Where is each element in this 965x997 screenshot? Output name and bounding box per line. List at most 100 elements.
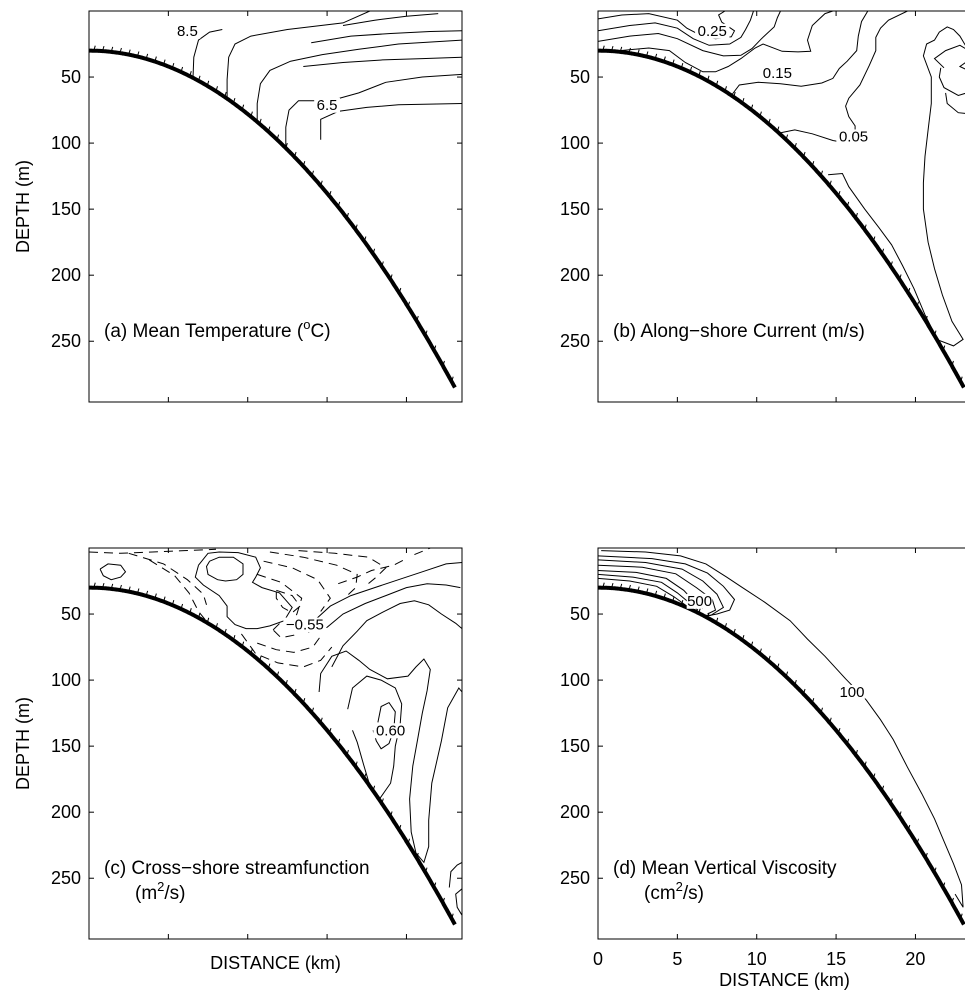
- bottom-hatch: [715, 617, 719, 623]
- bottom-hatch: [189, 71, 192, 77]
- bottom-hatch: [707, 612, 710, 618]
- contour-line: [226, 11, 371, 99]
- bottom-hatch: [890, 798, 893, 804]
- bottom-hatch: [328, 191, 332, 197]
- contour-line-negative: [128, 552, 207, 605]
- bottom-hatch: [750, 641, 754, 647]
- bottom-hatch: [398, 287, 402, 294]
- bottom-hatch: [680, 62, 684, 69]
- bottom-hatch: [198, 75, 201, 81]
- bottom-hatch: [934, 867, 937, 873]
- bottom-hatch: [907, 287, 911, 294]
- contour-label: 0.25: [698, 23, 727, 40]
- y-tick-label: 250: [560, 868, 590, 888]
- bottom-hatch: [241, 104, 245, 110]
- contour-label-bg: [839, 684, 865, 700]
- bottom-hatch: [837, 191, 841, 197]
- bottom-hatch: [433, 345, 437, 351]
- bottom-hatch: [855, 749, 858, 756]
- bottom-hatch: [145, 53, 149, 59]
- y-tick-label: 150: [560, 736, 590, 756]
- bottom-hatch: [224, 91, 227, 98]
- contour-group: [89, 11, 462, 389]
- contour-line: [256, 39, 462, 122]
- bottom-hatch: [628, 584, 631, 591]
- bottom-hatch: [276, 134, 280, 140]
- y-tick-label: 100: [560, 670, 590, 690]
- bottom-hatch: [276, 671, 280, 677]
- bottom-hatch: [750, 104, 754, 110]
- bottom-hatch: [707, 75, 710, 81]
- bottom-hatch: [890, 261, 893, 267]
- contour-line: [318, 650, 462, 864]
- contour-line: [601, 550, 964, 908]
- bottom-hatch: [416, 852, 419, 859]
- bottom-hatch: [628, 47, 631, 54]
- y-tick-label: 150: [51, 199, 81, 219]
- contour-line-negative: [240, 633, 333, 668]
- bottom-hatch: [102, 582, 105, 589]
- bottom-hatch: [110, 46, 114, 53]
- bottom-hatch: [154, 593, 157, 599]
- x-tick-label: 10: [747, 949, 767, 969]
- bottom-hatch: [768, 655, 771, 662]
- y-tick-label: 200: [51, 802, 81, 822]
- contour-line: [598, 564, 717, 615]
- contour-label-bg: [686, 593, 713, 609]
- bottom-hatch: [425, 330, 428, 336]
- bottom-hatch: [820, 170, 823, 176]
- contour-label: 0.60: [376, 722, 405, 739]
- bottom-hatch: [433, 882, 437, 888]
- bottom-hatch: [442, 897, 445, 904]
- x-tick-label: 0: [593, 949, 603, 969]
- contour-line: [311, 30, 462, 44]
- bottom-hatch: [328, 728, 332, 734]
- y-tick-label: 150: [51, 736, 81, 756]
- contour-line-negative: [338, 558, 407, 585]
- bottom-hatch: [267, 126, 271, 132]
- bottom-hatch: [381, 798, 384, 804]
- contour-label-bg: [283, 617, 327, 633]
- bottom-hatch: [785, 671, 789, 677]
- bottom-hatch: [294, 151, 297, 158]
- bottom-hatch: [741, 97, 745, 104]
- bottom-hatch: [846, 738, 850, 745]
- contour-label-bg: [314, 97, 340, 113]
- bottom-hatch: [390, 811, 393, 817]
- bottom-hatch: [259, 655, 262, 662]
- bottom-hatch: [224, 628, 227, 635]
- bottom-hatch: [136, 588, 140, 594]
- bottom-hatch: [259, 118, 262, 125]
- contour-line-negative: [263, 560, 331, 612]
- bottom-hatch: [232, 97, 236, 104]
- bottom-hatch: [934, 330, 937, 336]
- contour-line-negative: [149, 559, 206, 620]
- bottom-hatch: [119, 584, 122, 591]
- bottom-hatch: [442, 360, 445, 367]
- y-tick-label: 150: [560, 199, 590, 219]
- bottom-hatch: [337, 738, 341, 745]
- bottom-hatch: [232, 634, 236, 641]
- bottom-hatch: [611, 582, 614, 589]
- bottom-hatch: [951, 360, 954, 367]
- y-tick-label: 50: [61, 67, 81, 87]
- bottom-topography: [598, 585, 965, 926]
- contour-label-bg: [836, 129, 871, 145]
- contour-line: [205, 556, 244, 582]
- bottom-hatch: [837, 728, 841, 734]
- contour-group: [89, 548, 462, 926]
- y-tick-label: 100: [560, 133, 590, 153]
- bottom-hatch: [302, 698, 306, 704]
- contour-line: [448, 861, 462, 888]
- axes-frame: [88, 547, 463, 940]
- contour-line: [285, 73, 462, 149]
- bottom-topography: [89, 48, 457, 389]
- bottom-hatch: [110, 583, 114, 590]
- contour-label: 100: [839, 684, 864, 701]
- bottom-hatch: [346, 749, 349, 756]
- bottom-hatch: [759, 111, 762, 117]
- bottom-topography: [598, 48, 965, 389]
- bottom-hatch: [637, 586, 640, 592]
- y-tick-label: 100: [51, 670, 81, 690]
- bottom-hatch: [180, 603, 184, 610]
